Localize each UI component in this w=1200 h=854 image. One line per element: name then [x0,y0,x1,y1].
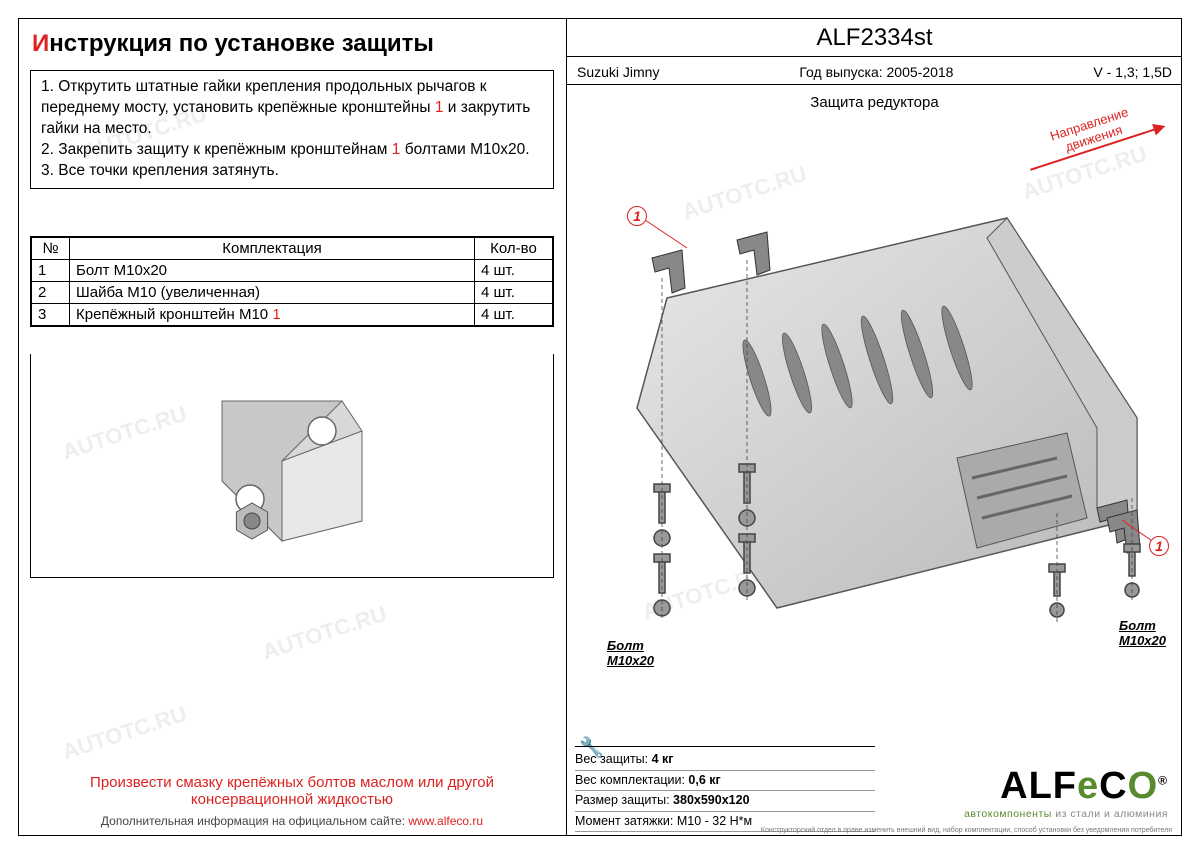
title-text: нструкция по установке защиты [49,30,434,57]
spec-weight: Вес защиты: 4 кг [575,750,875,771]
diagram-subtitle: Защита редуктора [567,94,1182,111]
specs-box: Вес защиты: 4 кг Вес комплектации: 0,6 к… [575,746,875,832]
table-row: 1 Болт М10х20 4 шт. [32,260,553,282]
main-diagram: 1 1 Болт М10х20 Болт М10х20 [577,148,1172,678]
sku-header: ALF2334st [567,24,1182,57]
table-row: 3 Крепёжный кронштейн М10 1 4 шт. [32,304,553,326]
table-header-name: Комплектация [70,238,475,260]
callout-marker-1: 1 [627,206,647,226]
bracket-illustration [30,354,554,578]
vehicle-name: Suzuki Jimny [577,64,659,80]
instructions-box: 1. Открутить штатные гайки крепления про… [30,70,554,189]
table-row: 2 Шайба М10 (увеличенная) 4 шт. [32,282,553,304]
fineprint: Конструкторский отдел в праве изменить в… [761,827,1172,834]
bolt-label-right: Болт М10х20 [1119,619,1166,648]
parts-table: № Комплектация Кол-во 1 Болт М10х20 4 шт… [30,236,554,327]
table-header-num: № [32,238,70,260]
callout-marker-1: 1 [1149,536,1169,556]
engine-spec: V - 1,3; 1,5D [1093,64,1172,80]
warning-text: Произвести смазку крепёжных болтов масло… [18,774,566,808]
website-url: www.alfeco.ru [408,814,483,828]
instruction-step-2: 2. Закрепить защиту к крепёжным кронштей… [41,140,543,161]
year-range: Год выпуска: 2005-2018 [799,64,953,80]
website-note: Дополнительная информация на официальном… [18,814,566,828]
page-title: Инструкция по установке защиты [32,30,434,58]
spec-size: Размер защиты: 380х590х120 [575,791,875,812]
bolt-label-left: Болт М10х20 [607,639,654,668]
vehicle-info-row: Suzuki Jimny Год выпуска: 2005-2018 V - … [567,60,1182,85]
instruction-step-3: 3. Все точки крепления затянуть. [41,161,543,182]
spec-kit-weight: Вес комплектации: 0,6 кг [575,771,875,792]
instruction-step-1: 1. Открутить штатные гайки крепления про… [41,77,543,140]
brand-logo: ALFeCO® автокомпоненты из стали и алюмин… [964,765,1168,820]
title-initial: И [32,30,49,57]
table-header-qty: Кол-во [475,238,553,260]
